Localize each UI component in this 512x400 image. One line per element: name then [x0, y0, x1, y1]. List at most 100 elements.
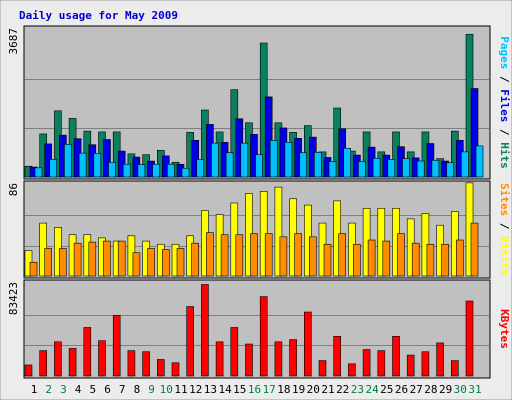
- bar-pages-day-31: [475, 145, 484, 178]
- panel-3-ymax-label: 83423: [7, 282, 20, 315]
- bar-sites-day-11: [176, 248, 185, 277]
- bar-pages-day-20: [313, 151, 322, 178]
- bar-kbytes-day-8: [127, 350, 136, 377]
- x-label-day-20: 20: [307, 383, 320, 396]
- x-label-day-6: 6: [104, 383, 111, 396]
- bar-kbytes-day-27: [406, 354, 415, 377]
- x-label-day-27: 27: [410, 383, 423, 396]
- bar-kbytes-day-28: [421, 351, 430, 377]
- panels-layer: 3687 Pages / Files / Hits 86 Sites / Visits…: [7, 25, 511, 379]
- bar-kbytes-day-9: [142, 351, 150, 377]
- bar-sites-day-14: [220, 234, 229, 277]
- bar-sites-day-29: [441, 243, 449, 277]
- x-label-day-21: 21: [321, 383, 334, 396]
- bar-sites-day-22: [338, 233, 347, 277]
- series-sites: [29, 222, 479, 277]
- bar-pages-day-6: [108, 161, 116, 178]
- x-label-day-3: 3: [60, 383, 67, 396]
- bar-sites-day-6: [103, 240, 111, 277]
- bar-pages-day-10: [167, 163, 175, 178]
- x-label-day-12: 12: [189, 383, 202, 396]
- series-visits: [24, 182, 474, 277]
- bar-pages-day-9: [152, 163, 160, 178]
- bar-files-day-31: [470, 88, 479, 178]
- x-label-day-13: 13: [204, 383, 217, 396]
- bar-kbytes-day-4: [68, 348, 77, 377]
- bar-sites-day-8: [132, 252, 141, 277]
- x-label-day-10: 10: [160, 383, 173, 396]
- bar-sites-day-21: [323, 243, 332, 277]
- panel-2-legend: Sites / Visits: [498, 183, 511, 276]
- panel-1: 3687 Pages / Files / Hits: [7, 25, 511, 180]
- bar-sites-day-23: [353, 243, 361, 277]
- bar-files-day-17: [264, 96, 273, 178]
- legend-sites: Sites: [498, 183, 511, 216]
- bar-files-day-6: [103, 139, 111, 178]
- bar-pages-day-29: [446, 162, 454, 178]
- bar-pages-day-2: [49, 159, 58, 178]
- panel-1-legend: Pages / Files / Hits: [498, 36, 511, 169]
- legend-hits: Hits: [498, 142, 511, 169]
- panel-3-background: [23, 279, 491, 379]
- legend-separator: /: [498, 69, 511, 89]
- bar-kbytes-day-5: [83, 327, 92, 377]
- bar-pages-day-16: [255, 154, 263, 178]
- bar-sites-day-26: [397, 233, 405, 277]
- x-label-day-22: 22: [336, 383, 349, 396]
- x-axis-labels: 1 2 3 4 5 6 7 8 9 10 11 12 13 14 15 16 17 18 19 20 21 22 23 24 2…: [31, 383, 482, 396]
- bar-kbytes-day-19: [289, 339, 297, 377]
- x-label-day-7: 7: [119, 383, 126, 396]
- x-label-day-30: 30: [454, 383, 467, 396]
- legend-pages: Pages: [498, 36, 511, 69]
- bar-pages-day-11: [181, 167, 190, 178]
- bar-kbytes-day-3: [54, 341, 62, 377]
- bar-kbytes-day-12: [186, 306, 194, 377]
- bar-pages-day-4: [78, 152, 87, 178]
- bar-kbytes-day-30: [450, 360, 459, 377]
- x-label-day-1: 1: [31, 383, 38, 396]
- bar-kbytes-day-6: [98, 340, 106, 377]
- panel-2: 86 Sites / Visits: [7, 180, 511, 279]
- bar-sites-day-18: [279, 236, 288, 277]
- panel-1-ymax-label: 3687: [7, 28, 20, 55]
- x-label-day-26: 26: [395, 383, 408, 396]
- bar-pages-day-28: [431, 159, 440, 178]
- series-kbytes: [24, 284, 474, 377]
- bar-kbytes-day-7: [112, 315, 121, 377]
- bar-kbytes-day-21: [318, 360, 327, 377]
- panel-3: 83423 KBytes: [7, 279, 511, 379]
- bar-sites-day-9: [147, 248, 155, 277]
- bar-sites-day-13: [206, 232, 214, 277]
- bar-kbytes-day-23: [348, 363, 356, 377]
- bar-sites-day-24: [367, 239, 376, 277]
- bar-pages-day-14: [225, 152, 234, 178]
- bar-pages-day-8: [137, 164, 146, 178]
- x-label-day-24: 24: [365, 383, 379, 396]
- bar-kbytes-day-31: [465, 300, 474, 377]
- legend-visits: Visits: [498, 236, 511, 276]
- x-label-day-15: 15: [233, 383, 246, 396]
- bar-sites-day-28: [426, 243, 435, 277]
- bar-pages-day-1: [34, 167, 43, 178]
- legend-kbytes: KBytes: [498, 309, 511, 349]
- bar-pages-day-25: [387, 159, 396, 178]
- bar-pages-day-3: [64, 144, 72, 178]
- bar-kbytes-day-14: [215, 341, 224, 377]
- bar-pages-day-24: [372, 157, 381, 178]
- bar-sites-day-7: [117, 240, 126, 277]
- bar-pages-day-30: [460, 151, 469, 178]
- bar-pages-day-19: [299, 152, 307, 178]
- bar-kbytes-day-2: [39, 350, 48, 377]
- bar-sites-day-15: [235, 234, 244, 277]
- x-label-day-9: 9: [148, 383, 155, 396]
- bar-pages-day-17: [269, 140, 278, 178]
- bar-sites-day-30: [455, 239, 464, 277]
- bar-sites-day-3: [59, 248, 67, 277]
- bar-pages-day-21: [328, 161, 337, 178]
- x-label-day-28: 28: [424, 383, 437, 396]
- x-label-day-16: 16: [248, 383, 261, 396]
- x-label-day-8: 8: [134, 383, 141, 396]
- bar-kbytes-day-10: [157, 359, 165, 377]
- panel-2-ymax-label: 86: [7, 183, 20, 196]
- bar-pages-day-23: [358, 161, 366, 178]
